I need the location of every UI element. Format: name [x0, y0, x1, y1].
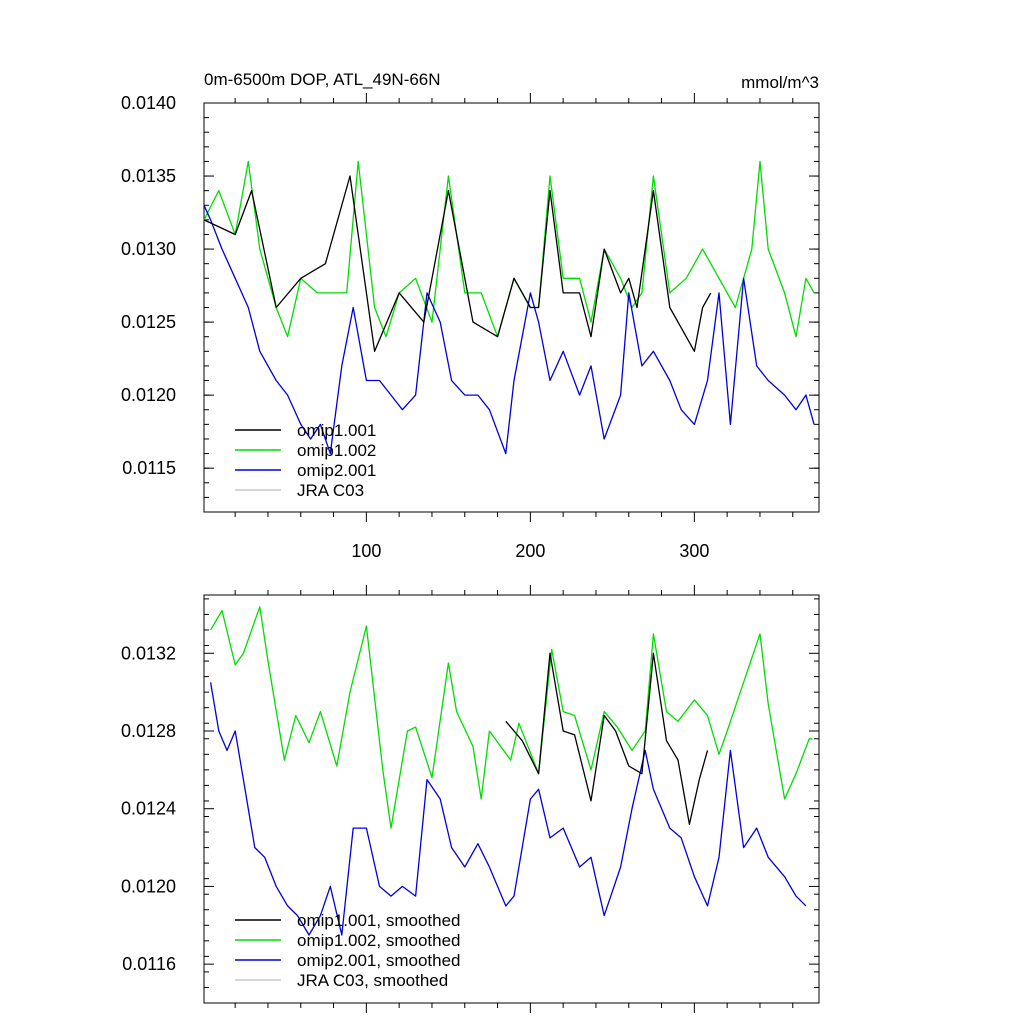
top-legend-label-3: JRA C03	[297, 481, 364, 500]
bottom-series-lines	[209, 606, 813, 936]
top-units-label: mmol/m^3	[741, 73, 819, 92]
top-series-line-0	[203, 175, 712, 352]
top-series-lines	[203, 160, 815, 455]
top-legend-label-1: omip1.002	[297, 441, 376, 460]
bottom-plot-frame	[203, 594, 820, 1004]
top-legend-label-2: omip2.001	[297, 461, 376, 480]
bottom-ytick-label: 0.0116	[122, 954, 176, 974]
top-xtick-label: 300	[679, 541, 709, 561]
top-xtick-label: 100	[351, 541, 381, 561]
bottom-ytick-label: 0.0120	[121, 876, 176, 896]
bottom-legend-label-3: JRA C03, smoothed	[297, 971, 448, 990]
bottom-panel: 0.0132 0.0128 0.0124 0.0120 0.0116 omip1.001…	[121, 585, 820, 1013]
top-ytick-label: 0.0125	[121, 312, 176, 332]
top-legend-label-0: omip1.001	[297, 421, 376, 440]
bottom-axis-ticks: 0.0132 0.0128 0.0124 0.0120 0.0116	[121, 585, 819, 1013]
bottom-ytick-label: 0.0132	[121, 643, 176, 663]
bottom-series-line-2	[209, 682, 807, 936]
bottom-legend-label-2: omip2.001, smoothed	[297, 951, 461, 970]
top-ytick-label: 0.0115	[122, 458, 176, 478]
top-series-line-2	[203, 205, 815, 455]
bottom-ytick-label: 0.0128	[121, 721, 176, 741]
top-xtick-label: 200	[515, 541, 545, 561]
bottom-ytick-label: 0.0124	[121, 799, 176, 819]
bottom-series-line-0	[505, 652, 709, 825]
top-chart-title: 0m-6500m DOP, ATL_49N-66N	[204, 70, 441, 89]
top-ytick-label: 0.0130	[121, 239, 176, 259]
top-ytick-label: 0.0135	[121, 166, 176, 186]
top-panel: 0m-6500m DOP, ATL_49N-66N mmol/m^3 0.014…	[121, 70, 820, 561]
top-ytick-label: 0.0120	[121, 385, 176, 405]
top-series-line-1	[203, 160, 815, 338]
bottom-series-line-1	[210, 606, 813, 829]
top-axis-ticks: 0.0140 0.0135 0.0130 0.0125 0.0120 0.0115 100 2…	[121, 93, 819, 561]
top-ytick-label: 0.0140	[121, 93, 176, 113]
bottom-legend-label-0: omip1.001, smoothed	[297, 911, 461, 930]
bottom-legend-label-1: omip1.002, smoothed	[297, 931, 461, 950]
